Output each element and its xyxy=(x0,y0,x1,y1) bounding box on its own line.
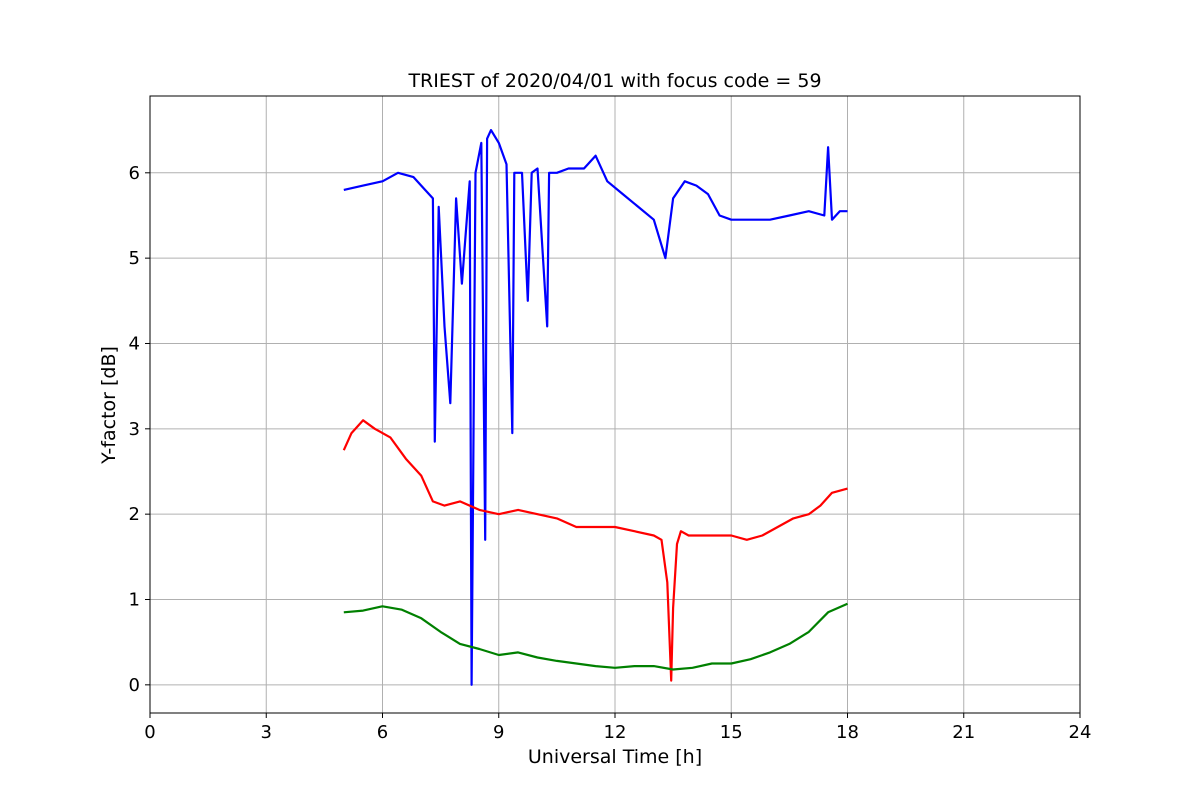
x-tick-label: 3 xyxy=(261,722,272,743)
y-tick-label: 1 xyxy=(129,589,140,610)
data-series xyxy=(342,129,848,686)
y-tick-label: 5 xyxy=(129,248,140,269)
x-tick-label: 24 xyxy=(1069,722,1092,743)
x-tick-label: 6 xyxy=(377,722,388,743)
x-tick-label: 15 xyxy=(720,722,743,743)
series-line-1 xyxy=(342,419,848,682)
y-axis-label: Y-factor [dB] xyxy=(98,346,120,465)
y-tick-label: 2 xyxy=(129,504,140,525)
chart-title: TRIEST of 2020/04/01 with focus code = 5… xyxy=(407,70,821,92)
y-tick-label: 0 xyxy=(129,675,140,696)
series-line-0 xyxy=(343,129,848,686)
x-axis-label: Universal Time [h] xyxy=(528,746,702,768)
x-axis-ticks: 0 3 6 9 12 15 18 21 24 xyxy=(144,713,1091,743)
x-tick-label: 18 xyxy=(836,722,859,743)
series-line-2 xyxy=(343,602,848,671)
x-tick-label: 21 xyxy=(952,722,975,743)
x-tick-label: 9 xyxy=(493,722,504,743)
y-axis-ticks: 0 1 2 3 4 5 6 xyxy=(129,163,150,696)
x-tick-label: 12 xyxy=(604,722,627,743)
x-tick-label: 0 xyxy=(144,722,155,743)
grid-lines xyxy=(149,96,1081,713)
y-tick-label: 6 xyxy=(129,163,140,184)
y-tick-label: 4 xyxy=(129,333,140,354)
y-tick-label: 3 xyxy=(129,419,140,440)
